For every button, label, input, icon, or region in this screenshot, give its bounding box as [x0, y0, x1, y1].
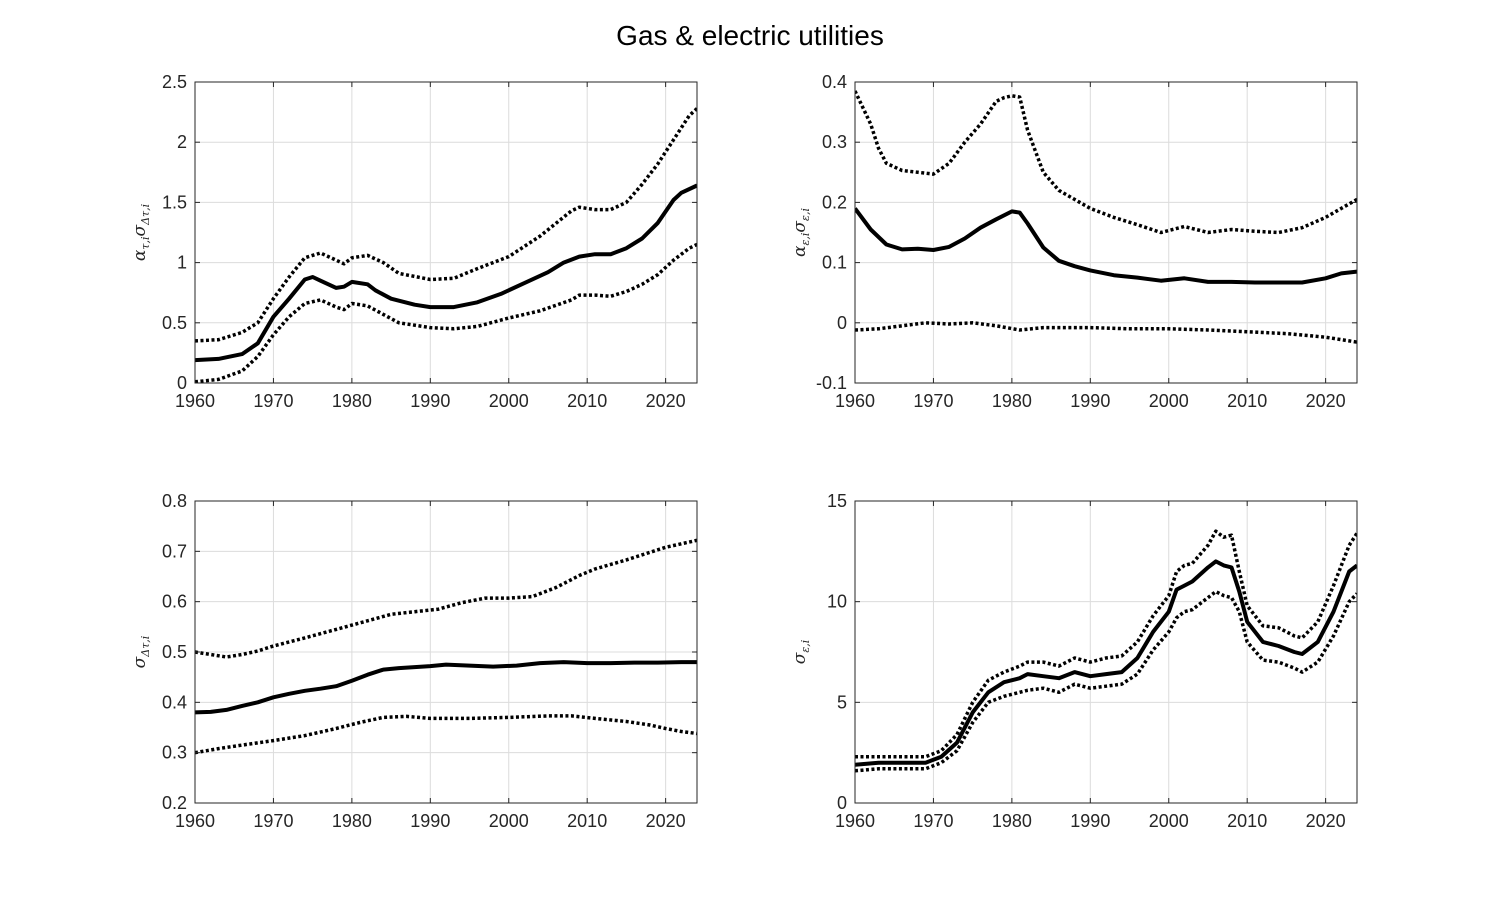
y-tick-label: 0: [177, 373, 187, 393]
x-tick-label: 2000: [1149, 391, 1189, 411]
plot-area: [195, 82, 697, 383]
x-tick-label: 1960: [175, 391, 215, 411]
y-tick-label: 1: [177, 253, 187, 273]
y-tick-label: 0.2: [822, 192, 847, 212]
y-tick-label: 0.8: [162, 491, 187, 511]
x-tick-label: 2000: [489, 391, 529, 411]
y-tick-label: 0.5: [162, 642, 187, 662]
x-tick-label: 2010: [1227, 811, 1267, 831]
axes-frame: [194, 81, 698, 384]
x-tick-label: 2000: [489, 811, 529, 831]
x-tick-label: 1960: [835, 811, 875, 831]
x-tick-label: 1990: [1070, 391, 1110, 411]
series-line-band-2: [855, 589, 1357, 773]
x-tick-label: 1980: [332, 391, 372, 411]
x-tick-label: 2020: [1306, 391, 1346, 411]
x-tick-label: 1980: [332, 811, 372, 831]
series-line-band-1: [195, 107, 697, 343]
plot-area: [855, 501, 1357, 803]
y-tick-label: 0.1: [822, 253, 847, 273]
x-tick-label: 1970: [913, 391, 953, 411]
subplot-1: 1960 1970 1980 1990 2000 2010 2020 0 0.5 1 1.5 2 2.5…: [130, 72, 698, 411]
y-tick-label: 0.4: [822, 72, 847, 92]
y-tick-label: -0.1: [816, 373, 847, 393]
x-tick-label: 2010: [1227, 391, 1267, 411]
x-tick-label: 1960: [175, 811, 215, 831]
x-tick-label: 1990: [410, 391, 450, 411]
series-line-band-2: [195, 714, 697, 755]
x-tick-label: 1970: [913, 811, 953, 831]
series-line-band-2: [855, 321, 1357, 344]
x-tick-label: 1960: [835, 391, 875, 411]
series-line-band-1: [855, 529, 1357, 759]
x-tick-label: 2010: [567, 811, 607, 831]
figure-title: Gas & electric utilities: [616, 20, 884, 51]
y-axis-label: ατ,iσΔτ,i: [130, 204, 152, 261]
series-line-estimate: [855, 559, 1357, 767]
subplot-4: 1960 1970 1980 1990 2000 2010 2020 0 5 10 15 σε,i: [790, 491, 1358, 831]
series-line-estimate: [195, 660, 697, 715]
x-tick-label: 2020: [1306, 811, 1346, 831]
y-tick-label: 10: [827, 592, 847, 612]
x-tick-label: 2000: [1149, 811, 1189, 831]
x-tick-label: 1970: [253, 811, 293, 831]
x-tick-label: 1980: [992, 391, 1032, 411]
y-tick-label: 0.3: [822, 132, 847, 152]
y-tick-label: 1.5: [162, 192, 187, 212]
axes-frame: [854, 500, 1358, 804]
y-tick-label: 5: [837, 692, 847, 712]
y-tick-label: 0: [837, 793, 847, 813]
series-line-estimate: [855, 207, 1357, 285]
y-tick-label: 0.6: [162, 592, 187, 612]
y-tick-label: 15: [827, 491, 847, 511]
x-tick-label: 1970: [253, 391, 293, 411]
y-tick-label: 0.4: [162, 692, 187, 712]
y-axis-label: σΔτ,i: [130, 636, 152, 669]
subplot-2: 1960 1970 1980 1990 2000 2010 2020 -0.1 0 0.1 0.2 0…: [790, 72, 1358, 411]
y-axis-label: σε,i: [790, 640, 812, 665]
x-tick-label: 1990: [1070, 811, 1110, 831]
series-line-band-1: [195, 538, 697, 659]
y-tick-label: 0.3: [162, 743, 187, 763]
series-line-estimate: [195, 183, 697, 363]
x-tick-label: 2020: [646, 391, 686, 411]
x-tick-label: 1990: [410, 811, 450, 831]
x-tick-label: 2020: [646, 811, 686, 831]
series-line-band-2: [195, 242, 697, 384]
y-tick-label: 0.5: [162, 313, 187, 333]
series-line-band-1: [855, 90, 1357, 235]
x-tick-label: 1980: [992, 811, 1032, 831]
y-tick-label: 0.7: [162, 541, 187, 561]
x-tick-label: 2010: [567, 391, 607, 411]
y-axis-label: αε,iσε,i: [790, 208, 812, 257]
axes-frame: [854, 81, 1358, 384]
subplot-3: 1960 1970 1980 1990 2000 2010 2020 0.2 0.3 0.4 0.5…: [130, 491, 698, 831]
y-tick-label: 0.2: [162, 793, 187, 813]
y-tick-label: 0: [837, 313, 847, 333]
y-tick-label: 2.5: [162, 72, 187, 92]
y-tick-label: 2: [177, 132, 187, 152]
